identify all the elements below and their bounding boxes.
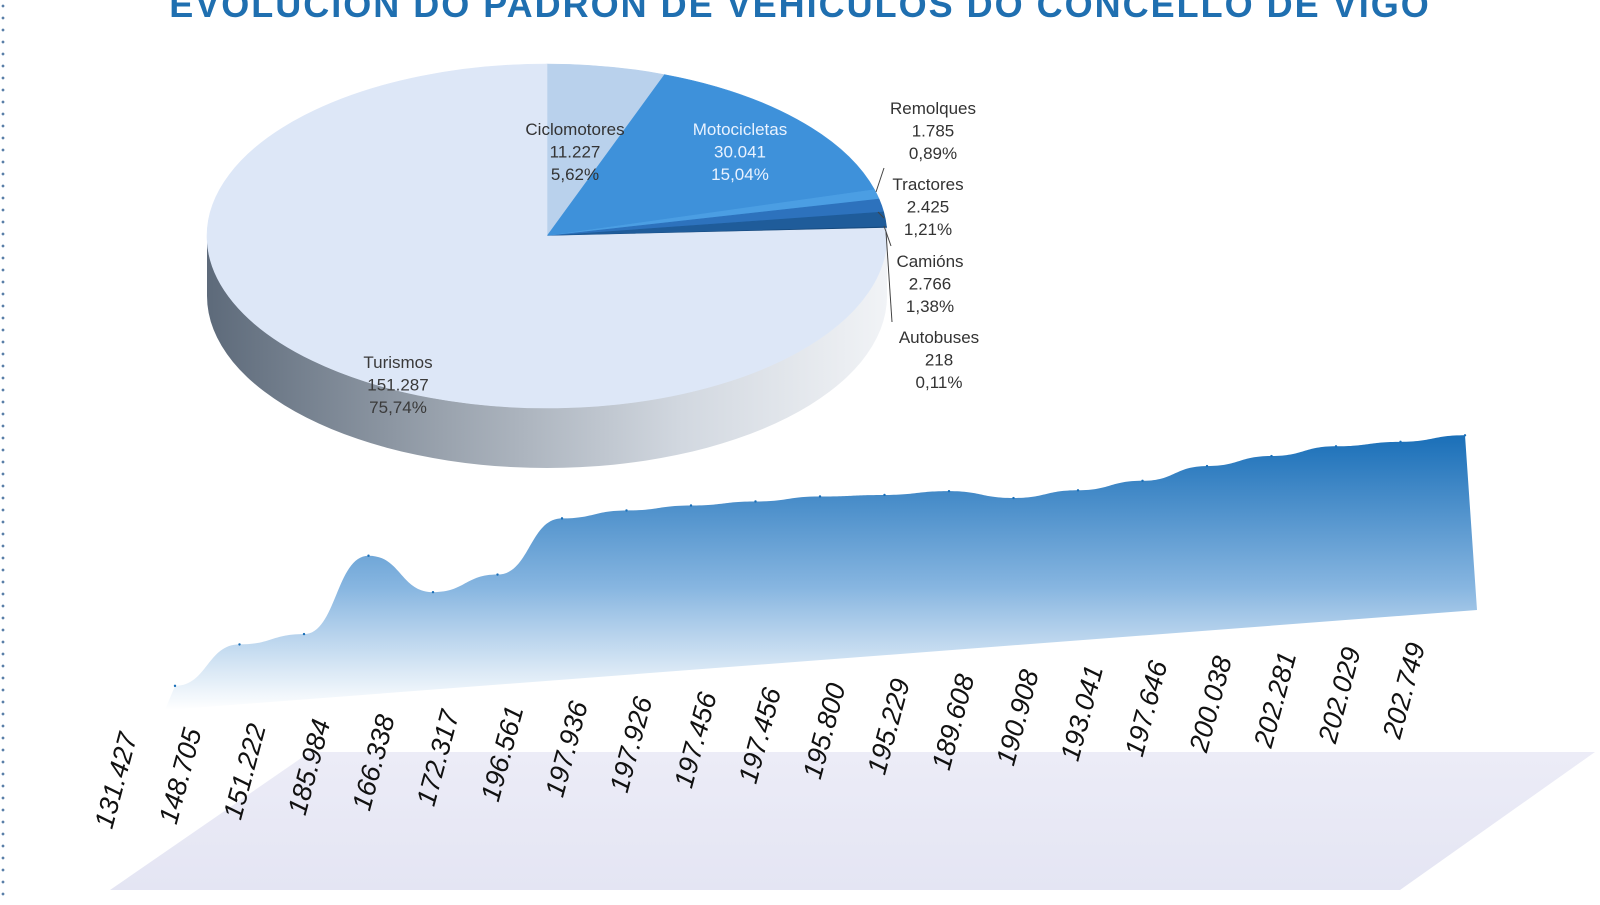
pie-label-autobuses-name: Autobuses <box>899 328 979 347</box>
area-value-label: 148.705 <box>153 724 207 827</box>
area-value-label: 197.646 <box>1119 657 1173 760</box>
area-floor <box>110 752 1595 890</box>
area-series <box>165 434 1477 710</box>
floor-plane <box>110 752 1595 890</box>
pie-label-motocicletas-name: Motocicletas <box>693 120 787 139</box>
area-point <box>560 517 564 520</box>
area-point <box>367 554 370 557</box>
pie-label-motocicletas-percent: 15,04% <box>711 165 769 184</box>
area-value-label: 202.749 <box>1377 640 1431 743</box>
binding-dots <box>0 0 6 900</box>
pie-labels: Turismos 151.287 75,74% Ciclomotores 11.227 5… <box>363 99 979 417</box>
area-point <box>238 643 241 646</box>
pie-label-cami-ns-name: Camións <box>896 252 963 271</box>
area-point <box>1012 496 1015 500</box>
area-point <box>754 500 757 503</box>
pie-label-tractores-percent: 1,21% <box>904 220 952 239</box>
area-point <box>947 489 951 493</box>
area-point <box>302 632 306 636</box>
area-value-label: 193.041 <box>1055 662 1109 764</box>
pie-rim <box>207 236 887 468</box>
area-point <box>689 504 693 507</box>
pie-leader-line <box>883 225 892 247</box>
pie-label-turismos-name: Turismos <box>363 353 432 372</box>
pie-slice-motocicletas <box>546 74 875 237</box>
pie-label-cami-ns-percent: 1,38% <box>906 297 954 316</box>
pie-label-remolques-name: Remolques <box>890 99 976 118</box>
area-point <box>496 573 499 576</box>
pie-label-tractores-value: 2.425 <box>907 198 950 217</box>
area-point <box>625 509 628 512</box>
pie-label-motocicletas-value: 30.041 <box>714 143 766 162</box>
area-point <box>1076 489 1080 492</box>
area-value-label: 202.281 <box>1248 649 1302 752</box>
area-point <box>883 493 886 497</box>
pie-slice-turismos <box>206 63 888 409</box>
pie-label-ciclomotores-name: Ciclomotores <box>525 120 624 139</box>
area-point <box>1334 445 1338 448</box>
pie-leader-line <box>885 231 893 323</box>
area-point <box>1205 464 1209 468</box>
area-point <box>431 590 435 594</box>
pie-label-turismos-value: 151.287 <box>367 376 428 395</box>
area-point <box>1463 434 1467 437</box>
pie-leader-line <box>877 211 885 219</box>
pie-label-cami-ns-value: 2.766 <box>909 275 952 294</box>
pie-label-ciclomotores-percent: 5,62% <box>551 165 599 184</box>
area-point <box>1270 454 1273 458</box>
pie-label-remolques-value: 1.785 <box>912 122 955 141</box>
area-value-label: 202.029 <box>1312 644 1366 747</box>
area-point <box>1399 440 1402 444</box>
area-point <box>173 684 177 688</box>
page-title: EVOLUCIÓN DO PADRÓN DE VEHÍCULOS DO CONC… <box>169 0 1431 25</box>
area-value-label: 131.427 <box>89 729 143 832</box>
pie-label-autobuses-value: 218 <box>925 351 953 370</box>
area-point <box>1141 479 1144 483</box>
area-value-label: 200.038 <box>1183 653 1237 756</box>
pie-chart <box>206 63 888 468</box>
pie-label-ciclomotores-value: 11.227 <box>550 143 601 162</box>
area-fill <box>165 435 1477 710</box>
pie-label-remolques-percent: 0,89% <box>909 144 957 163</box>
area-point <box>818 495 822 498</box>
pie-label-turismos-percent: 75,74% <box>369 398 427 417</box>
pie-leader-line <box>875 167 885 193</box>
pie-label-tractores-name: Tractores <box>892 175 963 194</box>
pie-label-autobuses-percent: 0,11% <box>916 373 963 392</box>
